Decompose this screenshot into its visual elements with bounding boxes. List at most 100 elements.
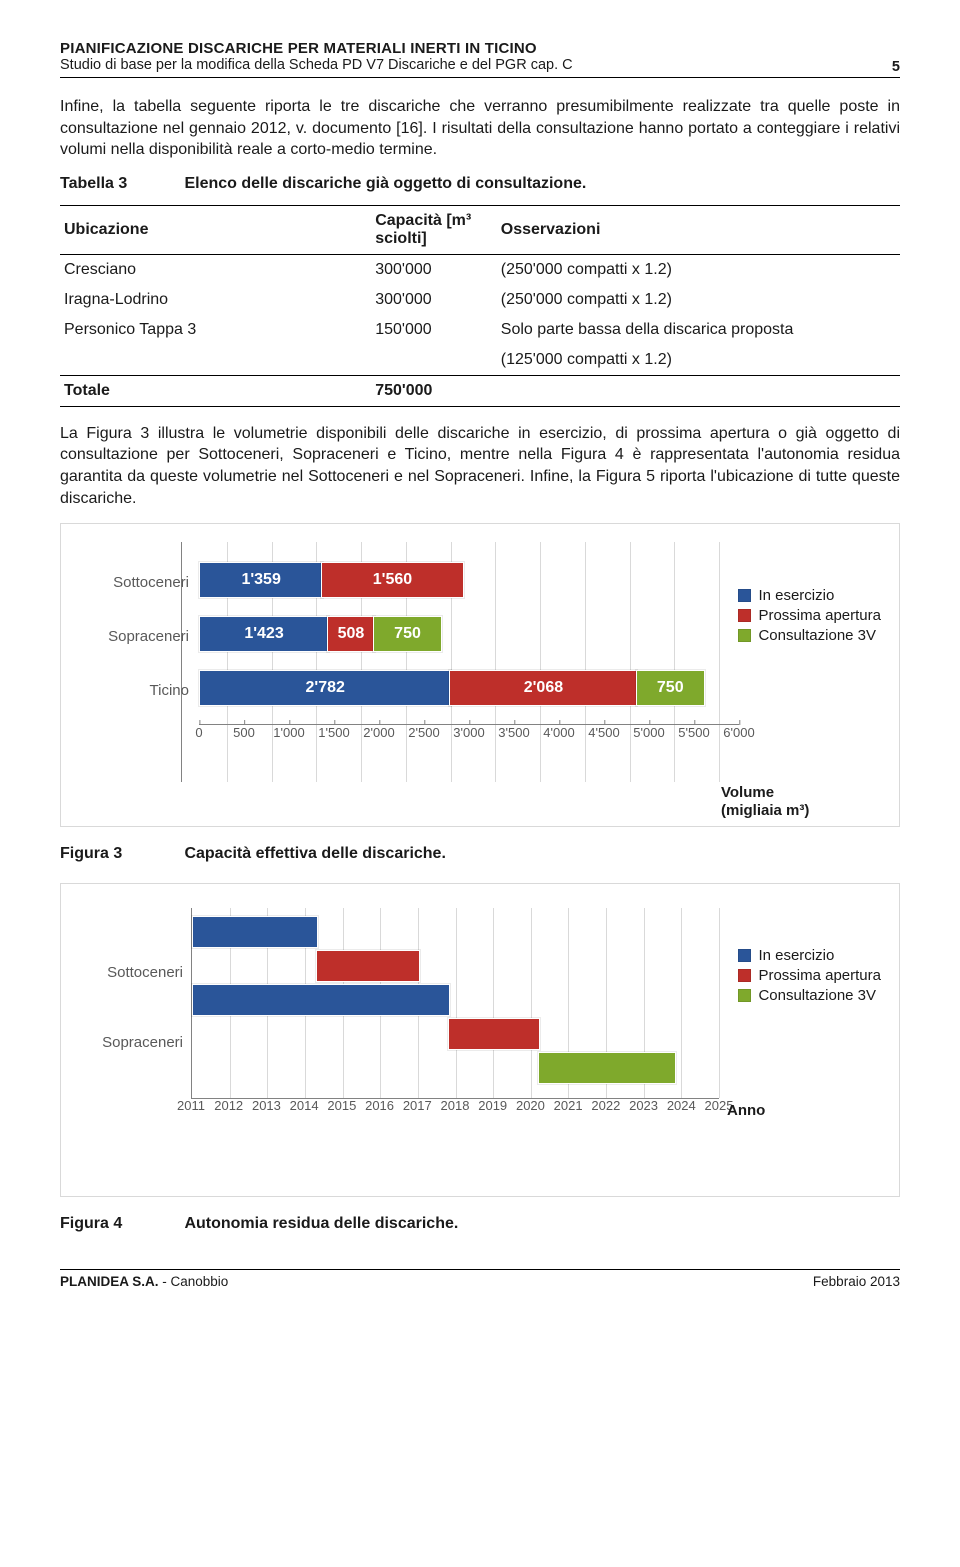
page-footer: PLANIDEA S.A. - Canobbio Febbraio 2013 xyxy=(60,1269,900,1289)
chart1-category-label: Ticino xyxy=(79,682,199,699)
chart1-bar-segment: 1'560 xyxy=(321,562,463,598)
legend-item: Prossima apertura xyxy=(738,967,881,984)
chart1-tick: 2'500 xyxy=(408,725,439,740)
cell-ubicazione: Personico Tappa 3 xyxy=(60,315,295,345)
chart1-tick: 1'500 xyxy=(318,725,349,740)
figure4-caption-text: Autonomia residua delle discariche. xyxy=(184,1215,458,1232)
legend-label: Consultazione 3V xyxy=(758,987,876,1004)
chart2-legend: In esercizio Prossima apertura Consultazio… xyxy=(738,944,881,1007)
chart1-rows: Sottoceneri1'3591'560 Sopraceneri1'423508… xyxy=(79,562,881,710)
chart2-category-label: Sopraceneri xyxy=(73,1034,183,1051)
chart-autonomy: SottoceneriSopraceneri 20112012201320142… xyxy=(60,883,900,1197)
chart2-tick: 2022 xyxy=(591,1098,620,1113)
chart1-tick: 500 xyxy=(233,725,255,740)
chart2-tick: 2020 xyxy=(516,1098,545,1113)
chart2-tick: 2018 xyxy=(441,1098,470,1113)
legend-swatch xyxy=(738,989,751,1002)
figure3-caption: Figura 3 Capacità effettiva delle discar… xyxy=(60,845,900,863)
table-row: (125'000 compatti x 1.2) xyxy=(60,345,900,376)
chart1-tick: 1'000 xyxy=(273,725,304,740)
chart1-tick: 0 xyxy=(195,725,202,740)
chart2-tick: 2014 xyxy=(290,1098,319,1113)
chart1-tick: 5'500 xyxy=(678,725,709,740)
cell-capacita: 300'000 xyxy=(295,254,497,285)
chart1-bar-segment: 2'782 xyxy=(199,670,451,706)
chart1-bar-segment: 1'423 xyxy=(199,616,329,652)
chart-capacity: Sottoceneri1'3591'560 Sopraceneri1'423508… xyxy=(60,523,900,827)
chart1-tick: 5'000 xyxy=(633,725,664,740)
cell-capacita xyxy=(295,345,497,376)
chart2-tick: 2015 xyxy=(327,1098,356,1113)
chart2-tick: 2019 xyxy=(478,1098,507,1113)
header-title: PIANIFICAZIONE DISCARICHE PER MATERIALI … xyxy=(60,40,900,57)
table-total-row: Totale 750'000 xyxy=(60,375,900,406)
chart1-tick: 3'500 xyxy=(498,725,529,740)
legend-label: Prossima apertura xyxy=(758,967,881,984)
chart1-tick: 6'000 xyxy=(723,725,754,740)
chart2-tick: 2013 xyxy=(252,1098,281,1113)
cell-capacita: 150'000 xyxy=(295,315,497,345)
chart1-tick: 2'000 xyxy=(363,725,394,740)
chart1-category-label: Sopraceneri xyxy=(79,628,199,645)
cell-oss: Solo parte bassa della discarica propost… xyxy=(497,315,900,345)
legend-item: In esercizio xyxy=(738,947,881,964)
cell-total-value: 750'000 xyxy=(295,375,497,406)
chart1-bar-row: Ticino2'7822'068750 xyxy=(79,670,881,710)
chart2-tick: 2021 xyxy=(554,1098,583,1113)
cell-capacita: 300'000 xyxy=(295,285,497,315)
chart1-bar-row: Sottoceneri1'3591'560 xyxy=(79,562,881,602)
chart1-tick: 4'500 xyxy=(588,725,619,740)
table-row: Iragna-Lodrino 300'000 (250'000 compatti… xyxy=(60,285,900,315)
chart1-x-axis: 05001'0001'5002'0002'5003'0003'5004'0004… xyxy=(199,724,739,751)
col-ubicazione: Ubicazione xyxy=(60,205,295,254)
chart1-bar-segment: 2'068 xyxy=(449,670,637,706)
table3-caption-text: Elenco delle discariche già oggetto di c… xyxy=(184,175,586,192)
chart1-bar-segment: 750 xyxy=(373,616,443,652)
table3-caption: Tabella 3 Elenco delle discariche già og… xyxy=(60,175,900,193)
chart2-tick: 2023 xyxy=(629,1098,658,1113)
chart2-plot-area xyxy=(191,908,719,1099)
cell-oss: (250'000 compatti x 1.2) xyxy=(497,285,900,315)
chart2-bar xyxy=(448,1018,540,1050)
page-header: PIANIFICAZIONE DISCARICHE PER MATERIALI … xyxy=(60,40,900,78)
paragraph-fig-intro: La Figura 3 illustra le volumetrie dispo… xyxy=(60,423,900,509)
table3: Ubicazione Capacità [m³ sciolti] Osserva… xyxy=(60,205,900,407)
chart2-bar xyxy=(192,984,450,1016)
table-row: Personico Tappa 3 150'000 Solo parte bas… xyxy=(60,315,900,345)
chart2-x-axis: 2011201220132014201520162017201820192020… xyxy=(191,1098,719,1122)
legend-swatch xyxy=(738,969,751,982)
table-row: Cresciano 300'000 (250'000 compatti x 1.… xyxy=(60,254,900,285)
legend-item: Consultazione 3V xyxy=(738,987,881,1004)
chart2-bar xyxy=(538,1052,676,1084)
cell-ubicazione: Iragna-Lodrino xyxy=(60,285,295,315)
col-capacita: Capacità [m³ sciolti] xyxy=(295,205,497,254)
cell-total-label: Totale xyxy=(60,375,295,406)
chart1-bar-segment: 750 xyxy=(636,670,706,706)
table3-header-row: Ubicazione Capacità [m³ sciolti] Osserva… xyxy=(60,205,900,254)
chart1-bar-row: Sopraceneri1'423508750 xyxy=(79,616,881,656)
chart1-axis-label-line1: Volume xyxy=(721,784,774,801)
footer-left: PLANIDEA S.A. - Canobbio xyxy=(60,1274,228,1289)
chart1-tick: 4'000 xyxy=(543,725,574,740)
chart2-tick: 2024 xyxy=(667,1098,696,1113)
chart2-tick: 2017 xyxy=(403,1098,432,1113)
figure4-caption: Figura 4 Autonomia residua delle discari… xyxy=(60,1215,900,1233)
figure4-caption-prefix: Figura 4 xyxy=(60,1215,180,1233)
chart2-category-label: Sottoceneri xyxy=(73,964,183,981)
figure3-caption-text: Capacità effettiva delle discariche. xyxy=(184,845,445,862)
chart2-tick: 2012 xyxy=(214,1098,243,1113)
cell-oss: (125'000 compatti x 1.2) xyxy=(497,345,900,376)
footer-right: Febbraio 2013 xyxy=(813,1274,900,1289)
chart2-bar xyxy=(192,916,318,948)
chart2-bar xyxy=(316,950,420,982)
paragraph-intro: Infine, la tabella seguente riporta le t… xyxy=(60,96,900,161)
cell-ubicazione: Cresciano xyxy=(60,254,295,285)
chart1-bar-segment: 508 xyxy=(327,616,375,652)
chart2-tick: 2016 xyxy=(365,1098,394,1113)
page-number: 5 xyxy=(892,59,900,75)
chart2-axis-label: Anno xyxy=(727,1102,765,1119)
col-osservazioni: Osservazioni xyxy=(497,205,900,254)
cell-oss: (250'000 compatti x 1.2) xyxy=(497,254,900,285)
chart1-category-label: Sottoceneri xyxy=(79,574,199,591)
figure3-caption-prefix: Figura 3 xyxy=(60,845,180,863)
